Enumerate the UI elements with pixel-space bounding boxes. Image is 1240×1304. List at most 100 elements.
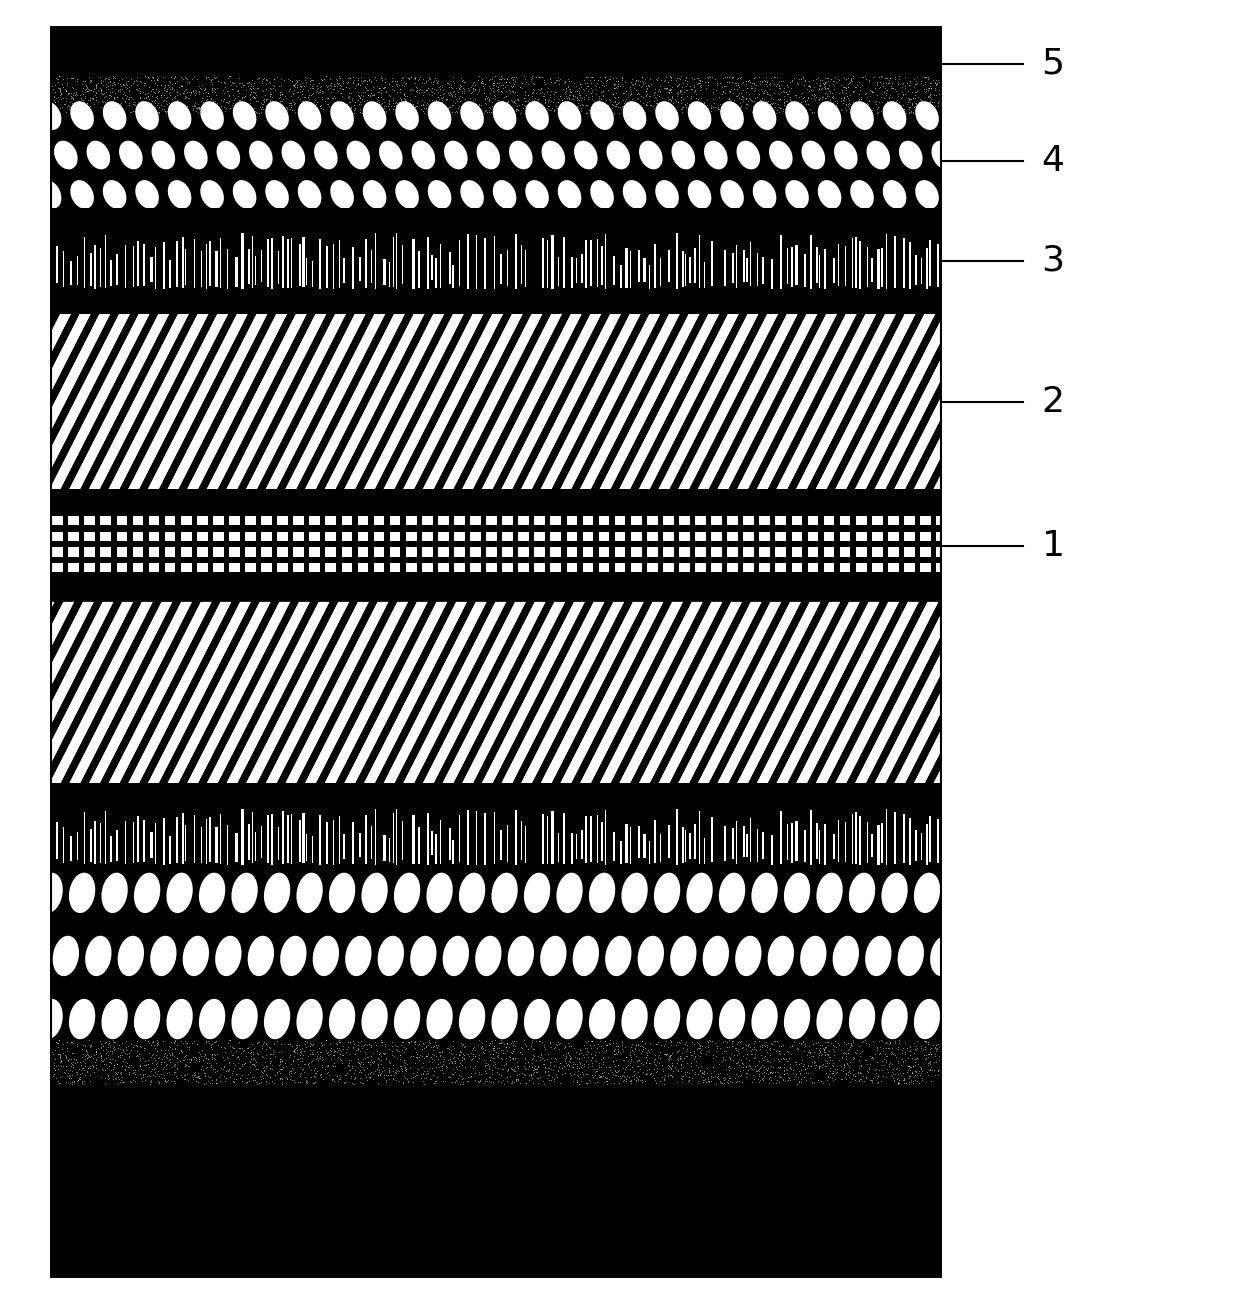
Point (869, 1030, 889, 1051)
Point (50, 67, 69, 87)
Point (455, 1035, 475, 1056)
Point (889, 1060, 909, 1081)
Point (924, 1051, 944, 1072)
Ellipse shape (510, 141, 533, 170)
Point (77, 77, 97, 98)
Point (655, 95, 675, 116)
Point (759, 1068, 779, 1089)
Bar (582, 254, 583, 283)
Point (295, 69, 315, 90)
Point (786, 1054, 806, 1074)
Point (467, 1051, 487, 1072)
Bar (682, 827, 683, 863)
Point (82, 87, 102, 108)
Point (370, 1064, 389, 1085)
Point (99, 76, 119, 96)
Ellipse shape (69, 999, 95, 1039)
Point (408, 80, 428, 100)
Point (789, 96, 808, 117)
Point (522, 1030, 542, 1051)
Point (701, 100, 720, 121)
Bar (920, 548, 931, 557)
Point (862, 1072, 882, 1093)
Point (556, 1051, 575, 1072)
Point (277, 1055, 296, 1076)
Point (314, 1034, 334, 1055)
Point (758, 83, 777, 104)
Point (88, 1038, 108, 1059)
Point (157, 1045, 177, 1065)
Bar (712, 563, 722, 572)
Point (144, 90, 164, 111)
Point (761, 93, 781, 113)
Point (637, 1045, 657, 1065)
Point (835, 98, 854, 119)
Point (601, 93, 621, 113)
Point (604, 78, 624, 99)
Point (145, 1061, 165, 1082)
Bar (150, 257, 153, 282)
Point (185, 1064, 205, 1085)
Point (703, 1067, 723, 1088)
Point (113, 1051, 133, 1072)
Point (312, 1056, 332, 1077)
Ellipse shape (688, 180, 712, 209)
Point (84, 94, 104, 115)
Point (260, 78, 280, 99)
Point (593, 1038, 613, 1059)
Point (118, 1035, 138, 1056)
Point (339, 1037, 358, 1058)
Point (729, 1048, 749, 1069)
Bar (185, 249, 186, 284)
Point (812, 70, 832, 91)
Point (496, 86, 516, 107)
Ellipse shape (946, 999, 972, 1039)
Bar (165, 532, 176, 541)
Point (57, 1041, 77, 1061)
Point (909, 102, 929, 123)
Point (872, 83, 892, 104)
Bar (227, 249, 228, 289)
Point (234, 1039, 254, 1060)
Point (312, 70, 332, 91)
Point (626, 1067, 646, 1088)
Point (122, 86, 141, 107)
Point (684, 1043, 704, 1064)
Point (348, 1034, 368, 1055)
Point (351, 74, 371, 95)
Point (156, 1046, 176, 1067)
Point (399, 68, 419, 89)
Point (905, 74, 925, 95)
Point (915, 1047, 935, 1068)
Point (430, 1046, 450, 1067)
Point (119, 89, 139, 110)
Point (689, 72, 709, 93)
Point (185, 95, 205, 116)
Point (505, 91, 525, 112)
Point (250, 96, 270, 117)
Point (438, 73, 458, 94)
Point (539, 1055, 559, 1076)
Point (330, 1067, 350, 1088)
Point (403, 102, 423, 123)
Point (175, 1055, 195, 1076)
Point (76, 85, 95, 106)
Ellipse shape (655, 180, 678, 209)
Point (361, 1035, 381, 1056)
Point (759, 1067, 779, 1088)
Point (154, 99, 174, 120)
Point (626, 1051, 646, 1072)
Point (362, 1052, 382, 1073)
Point (228, 1046, 248, 1067)
Point (732, 1052, 751, 1073)
Bar (252, 236, 253, 288)
Ellipse shape (753, 102, 776, 130)
Point (766, 1069, 786, 1090)
Point (613, 1064, 632, 1085)
Point (877, 1067, 897, 1088)
Point (832, 1048, 852, 1069)
Point (379, 1052, 399, 1073)
Point (650, 81, 670, 102)
Point (626, 1034, 646, 1055)
Point (889, 103, 909, 124)
